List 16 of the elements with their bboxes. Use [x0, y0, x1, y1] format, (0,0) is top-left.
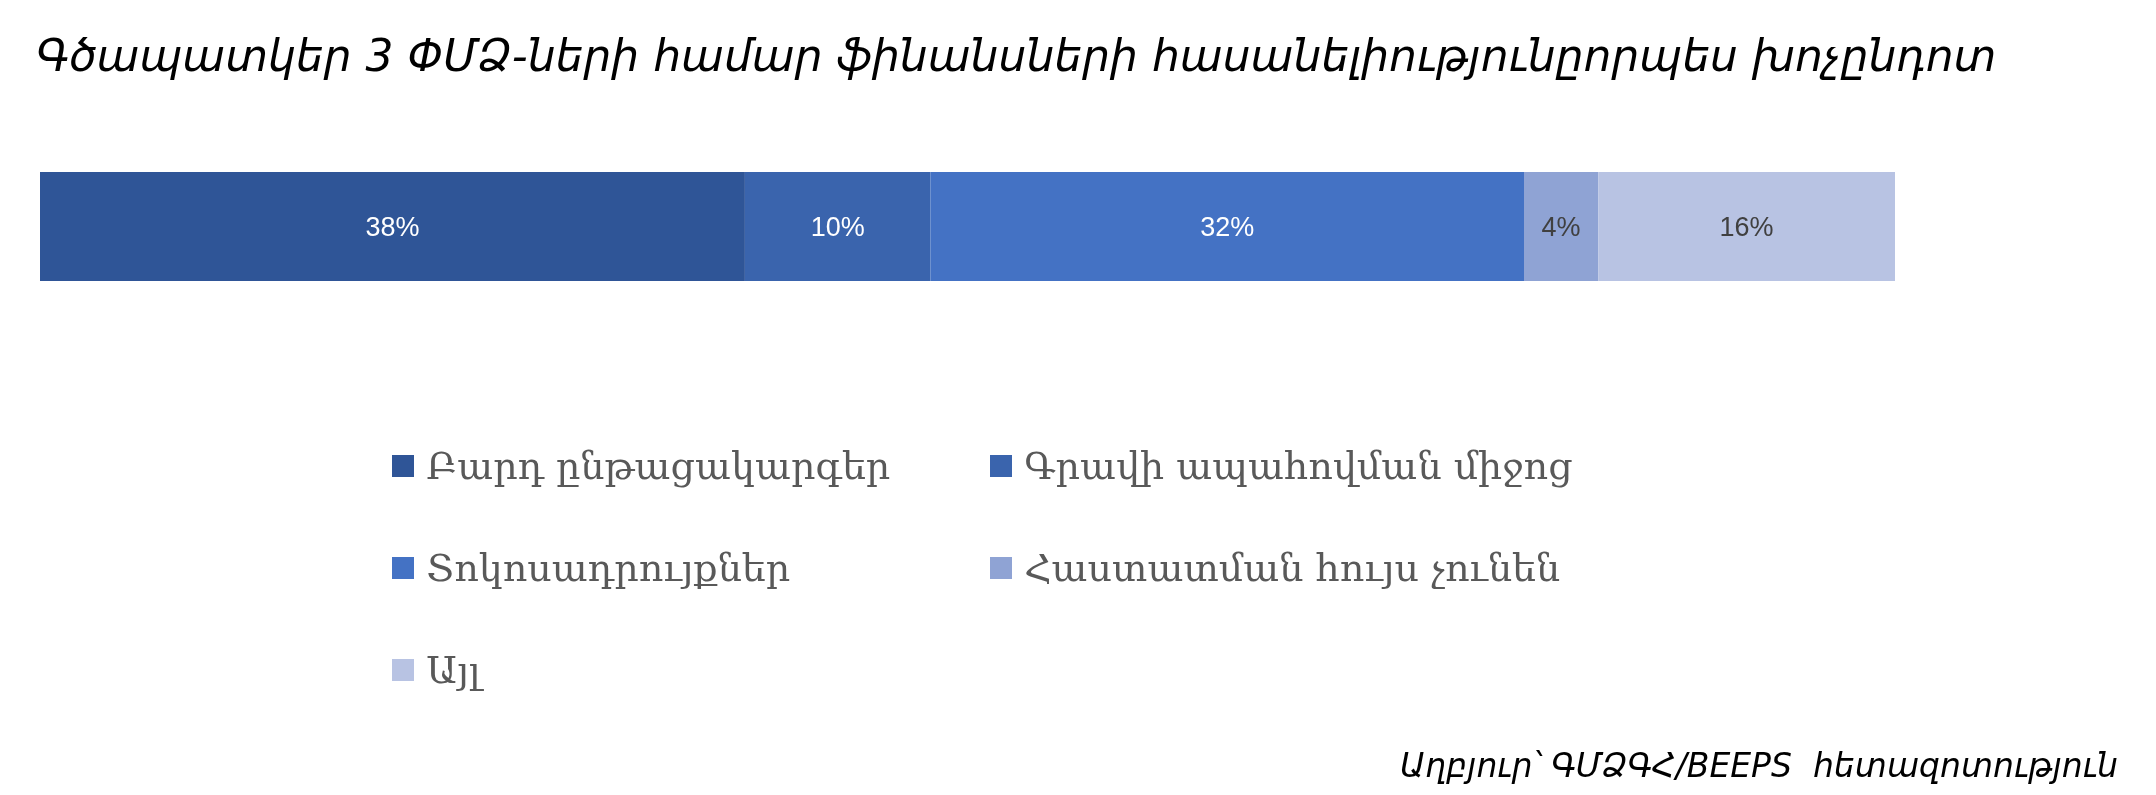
data-label: 4%	[1541, 212, 1581, 243]
bar	[40, 172, 745, 281]
data-label: 32%	[1200, 212, 1255, 243]
data-label: 10%	[810, 212, 865, 243]
chart-title: Գծապատկեր 3 ՓՄՁ-ների համար ֆինանսների հասանելիությունըորպես խոչընդոտ	[36, 30, 1997, 81]
bar	[744, 172, 931, 281]
legend-label: Գրավի ապահովման միջոց	[1024, 443, 1573, 490]
bar	[1524, 172, 1599, 281]
data-label: 16%	[1719, 212, 1774, 243]
data-label: 38%	[365, 212, 420, 243]
legend-label: Տոկոսադրույքներ	[426, 545, 791, 592]
legend-label: Հաստատման հույս չունեն	[1024, 545, 1561, 592]
text: Աղբյուր՝ ԳՄՁԳՀ/BEEPS հետազոտություն	[1400, 746, 2118, 785]
bar	[930, 172, 1524, 281]
bar	[1598, 172, 1895, 281]
legend-label: Բարդ ընթացակարգեր	[426, 443, 891, 490]
